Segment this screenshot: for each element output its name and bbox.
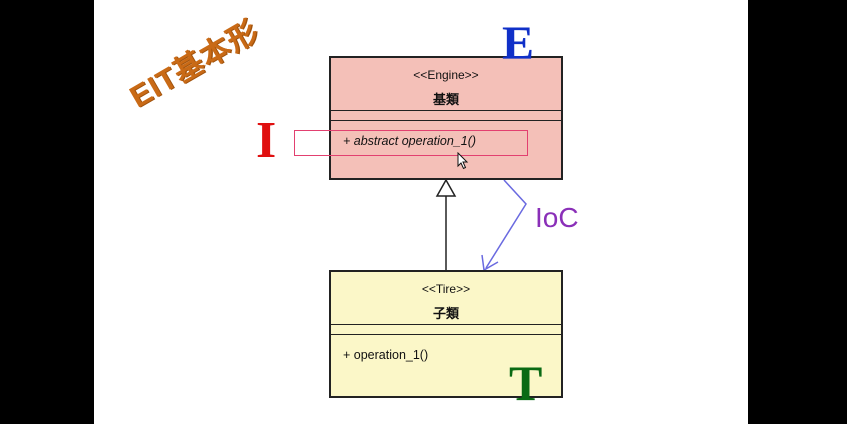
letter-e: E xyxy=(502,17,535,70)
inheritance-arrowhead xyxy=(435,178,457,197)
ioc-arrowhead xyxy=(481,254,499,272)
operation-highlight-box xyxy=(294,130,528,156)
ioc-arrow-line xyxy=(485,179,527,269)
tire-separator-1 xyxy=(331,324,561,325)
mouse-cursor-icon xyxy=(457,152,469,170)
engine-class-name: 基類 xyxy=(432,92,459,107)
slide-title: EIT基本形 xyxy=(124,14,265,115)
ioc-label: IoC xyxy=(535,202,579,233)
tire-class-name: 子類 xyxy=(432,306,459,321)
slide: EIT基本形 <<Engine>> 基類 + abstract operatio… xyxy=(94,0,748,424)
engine-stereotype: <<Engine>> xyxy=(413,68,479,82)
tire-separator-2 xyxy=(331,334,561,335)
letter-t: T xyxy=(509,355,543,411)
letter-i: I xyxy=(256,112,277,169)
engine-class-box[interactable]: <<Engine>> 基類 + abstract operation_1() xyxy=(329,56,563,180)
tire-operation: + operation_1() xyxy=(343,348,429,362)
tire-stereotype: <<Tire>> xyxy=(421,282,471,296)
engine-operation: + abstract operation_1() xyxy=(343,134,477,148)
engine-separator-2 xyxy=(331,120,561,121)
tire-class-box[interactable]: <<Tire>> 子類 + operation_1() xyxy=(329,270,563,398)
engine-separator-1 xyxy=(331,110,561,111)
